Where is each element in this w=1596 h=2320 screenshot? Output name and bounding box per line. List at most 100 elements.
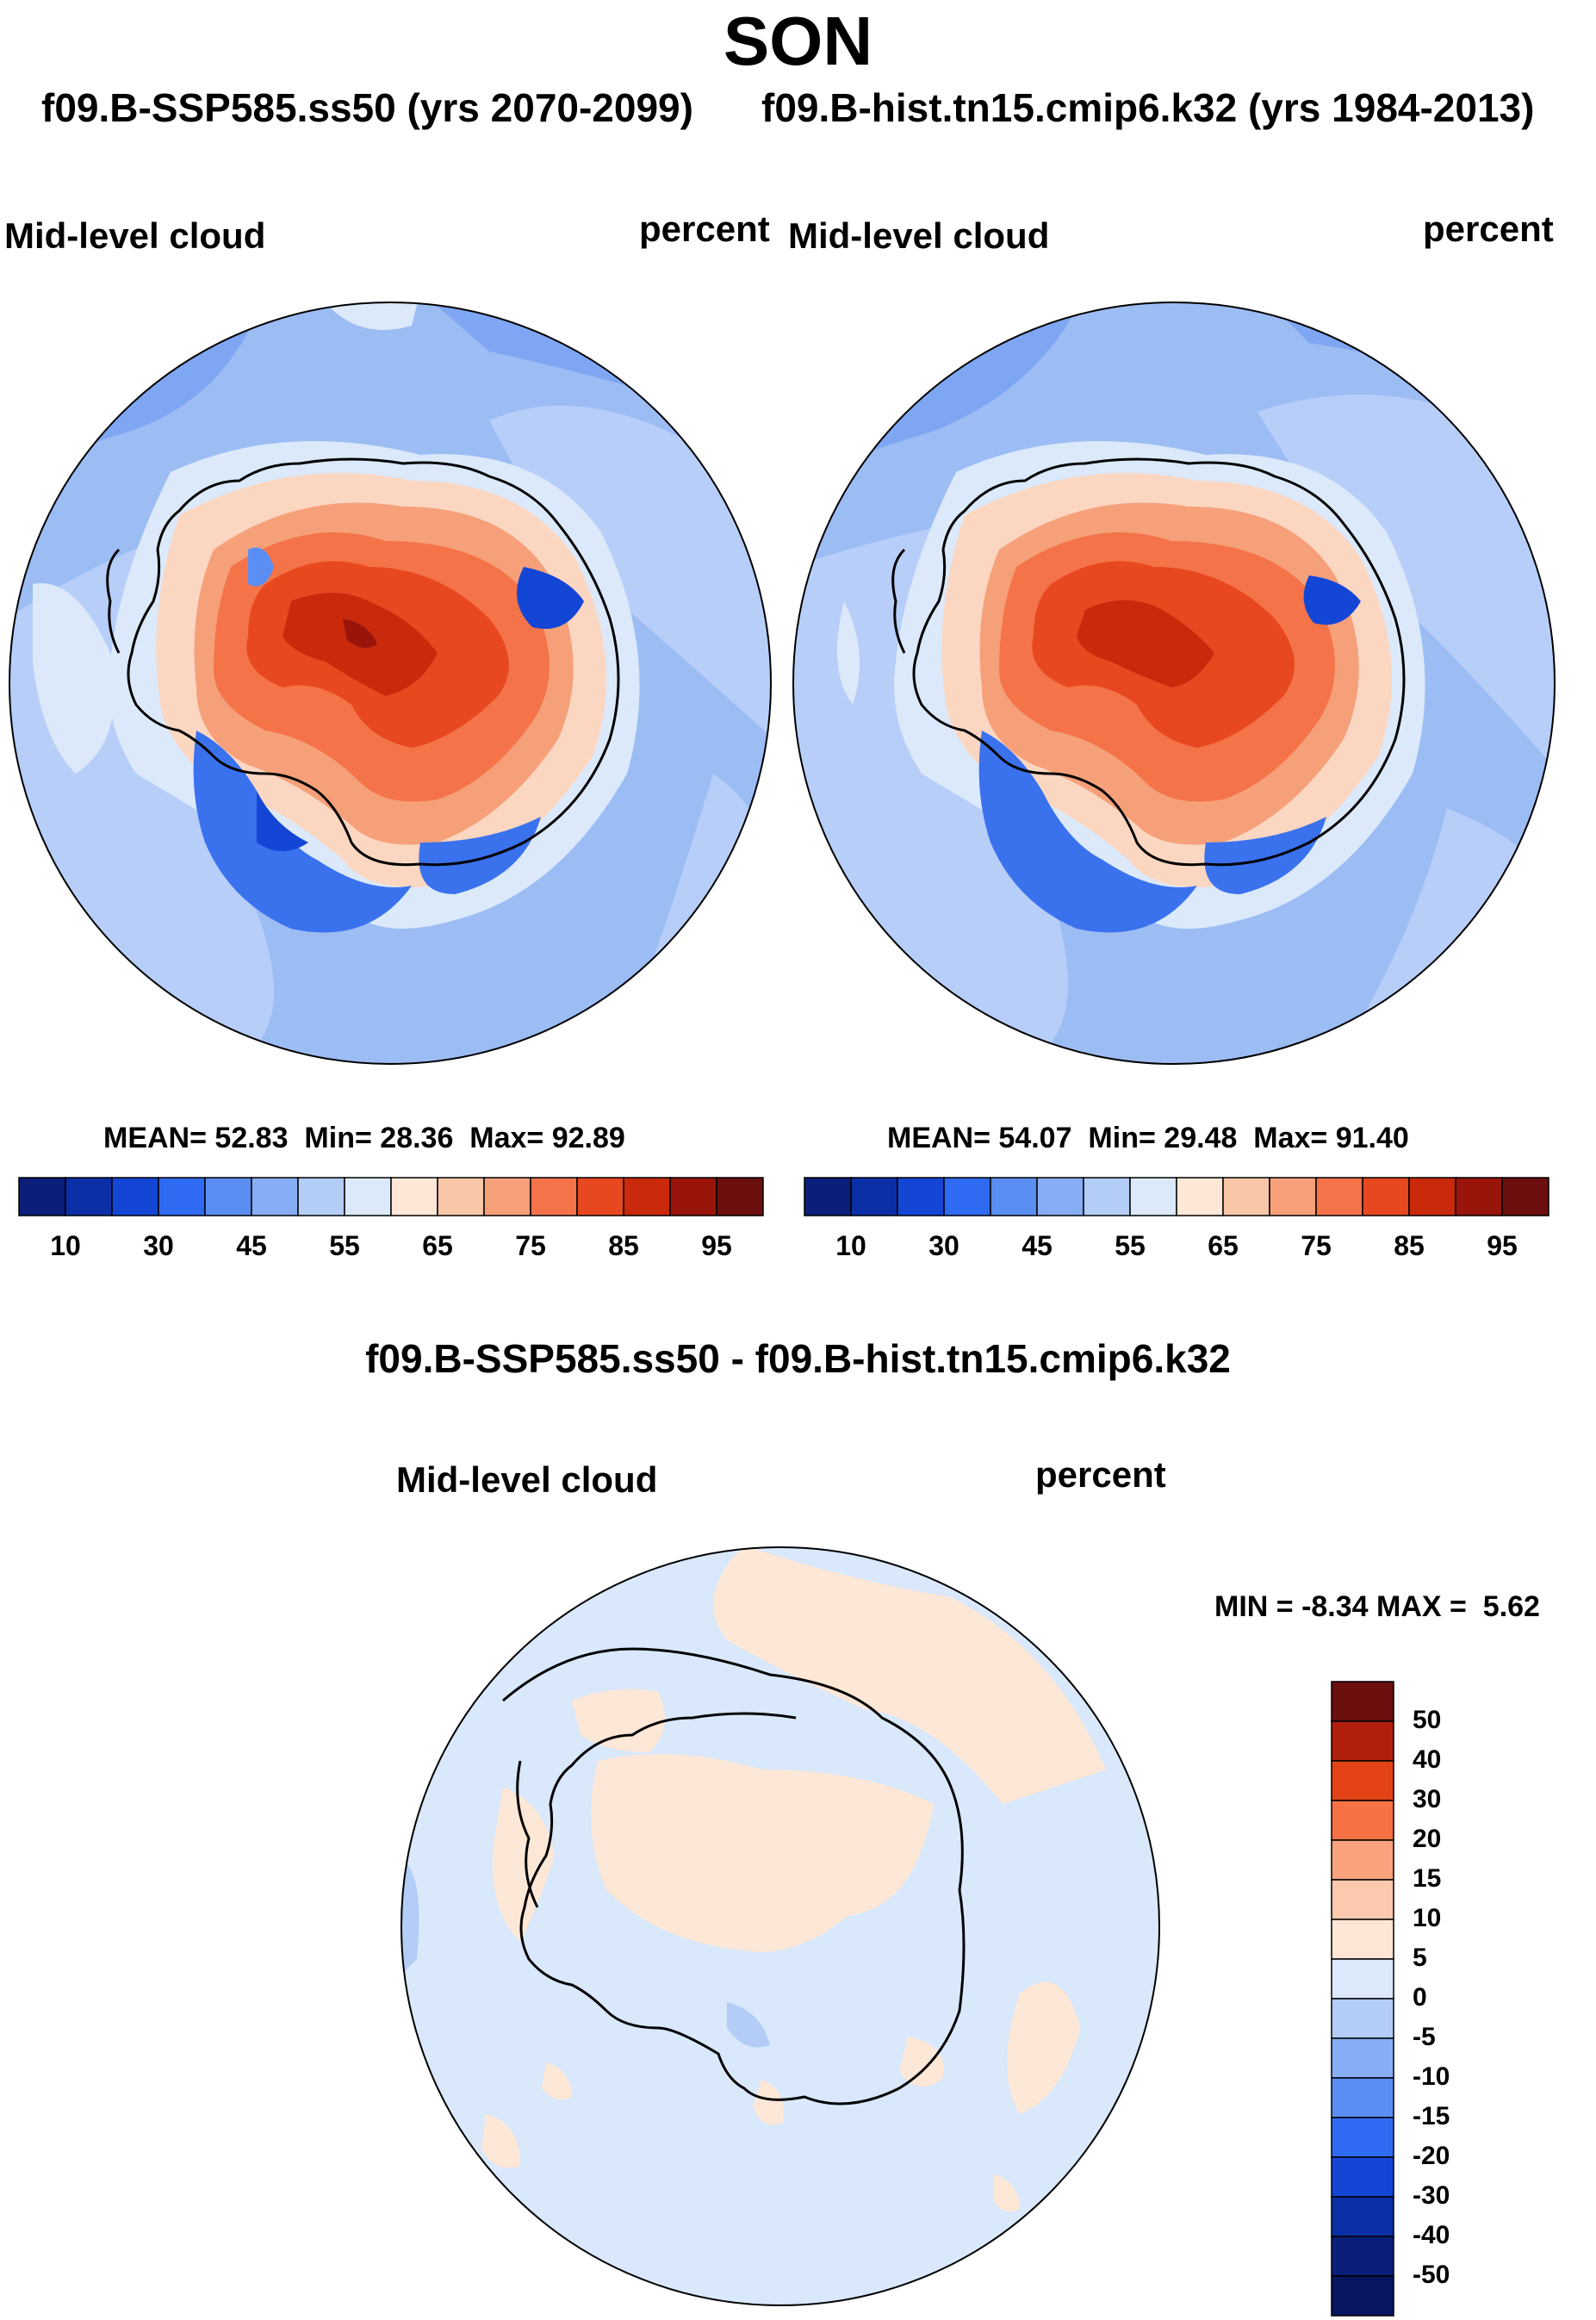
colorbar-left-swatch — [716, 1177, 764, 1216]
colorbar-diff-tick-label: 5 — [1413, 1944, 1427, 1972]
colorbar-left-swatch — [576, 1177, 624, 1216]
colorbar-right-swatch — [804, 1177, 852, 1216]
right-mean-label: MEAN= — [887, 1122, 991, 1154]
colorbar-right-swatch — [1083, 1177, 1131, 1216]
colorbar-right-tick-label: 10 — [835, 1230, 866, 1261]
colorbar-left-tick-label: 55 — [329, 1230, 360, 1261]
colorbar-left-tick-label: 95 — [701, 1230, 732, 1261]
left-min-label: Min= — [304, 1122, 372, 1154]
colorbar-diff-tick-label: 30 — [1413, 1785, 1442, 1813]
left-max-label: Max= — [469, 1122, 544, 1154]
colorbar-diff-tick-label: -50 — [1413, 2261, 1450, 2289]
colorbar-right-swatch — [1362, 1177, 1410, 1216]
colorbar-diff-swatch — [1331, 1879, 1394, 1920]
right-stats: MEAN= 54.07 Min= 29.48 Max= 91.40 — [887, 1122, 1409, 1155]
colorbar-right-swatch — [1036, 1177, 1084, 1216]
colorbar-right — [804, 1177, 1549, 1216]
colorbar-diff-swatch — [1331, 2077, 1394, 2118]
colorbar-diff-tick-label: 20 — [1413, 1825, 1442, 1853]
diff-variable-label: Mid-level cloud — [396, 1459, 658, 1500]
colorbar-diff-tick-label: -30 — [1413, 2181, 1450, 2210]
figure-title: SON — [723, 3, 873, 79]
colorbar-right-ticks: 10 30 45 55 65 75 85 95 — [803, 1230, 1552, 1265]
colorbar-diff-swatch — [1331, 2236, 1394, 2277]
colorbar-left-swatch — [158, 1177, 206, 1216]
diff-stats: MIN = -8.34 MAX = 5.62 — [1214, 1590, 1540, 1624]
colorbar-left-swatch — [437, 1177, 485, 1216]
colorbar-left-tick-label: 30 — [143, 1230, 174, 1261]
colorbar-right-tick-label: 85 — [1394, 1230, 1425, 1261]
colorbar-diff-swatch — [1331, 2156, 1394, 2198]
colorbar-left-swatch — [390, 1177, 438, 1216]
left-units-label: percent — [639, 208, 770, 249]
colorbar-left-swatch — [204, 1177, 252, 1216]
colorbar-right-tick-label: 55 — [1115, 1230, 1146, 1261]
colorbar-diff-tick-label: 50 — [1413, 1706, 1442, 1734]
colorbar-diff — [1331, 1681, 1394, 2317]
colorbar-right-swatch — [1129, 1177, 1177, 1216]
colorbar-left — [18, 1177, 764, 1216]
colorbar-diff-swatch — [1331, 1800, 1394, 1841]
colorbar-diff-swatch — [1331, 1720, 1394, 1762]
colorbar-right-swatch — [1408, 1177, 1456, 1216]
right-units-label: percent — [1423, 208, 1554, 249]
right-max-label: Max= — [1253, 1122, 1328, 1154]
colorbar-right-tick-label: 30 — [928, 1230, 959, 1261]
colorbar-right-swatch — [1501, 1177, 1549, 1216]
colorbar-diff-tick-label: -15 — [1413, 2102, 1450, 2130]
colorbar-right-swatch — [897, 1177, 945, 1216]
left-min-value: 28.36 — [380, 1122, 454, 1154]
left-mean-label: MEAN= — [103, 1122, 207, 1154]
map-left-coastline — [127, 457, 620, 867]
colorbar-diff-swatch — [1331, 1998, 1394, 2039]
colorbar-diff-tick-label: -5 — [1413, 2023, 1436, 2051]
colorbar-right-swatch — [850, 1177, 898, 1216]
colorbar-diff-tick-label: 0 — [1413, 1983, 1427, 2012]
colorbar-left-swatch — [344, 1177, 392, 1216]
colorbar-right-tick-label: 45 — [1022, 1230, 1053, 1261]
colorbar-diff-tick-label: -10 — [1413, 2062, 1450, 2091]
colorbar-right-swatch — [1455, 1177, 1503, 1216]
colorbar-right-tick-label: 65 — [1208, 1230, 1239, 1261]
colorbar-right-swatch — [1176, 1177, 1224, 1216]
colorbar-diff-swatch — [1331, 2117, 1394, 2158]
colorbar-diff-swatch — [1331, 1760, 1394, 1801]
colorbar-left-swatch — [297, 1177, 345, 1216]
colorbar-left-ticks: 10 30 45 55 65 75 85 95 — [17, 1230, 767, 1265]
map-left — [9, 302, 772, 1065]
colorbar-right-swatch — [1269, 1177, 1317, 1216]
colorbar-diff-tick-label: 15 — [1413, 1864, 1442, 1893]
colorbar-diff-tick-label: 10 — [1413, 1904, 1442, 1932]
colorbar-left-tick-label: 65 — [422, 1230, 453, 1261]
subtitle-left: f09.B-SSP585.ss50 (yrs 2070-2099) — [41, 85, 693, 130]
colorbar-left-swatch — [111, 1177, 159, 1216]
colorbar-right-swatch — [1222, 1177, 1270, 1216]
colorbar-right-tick-label: 95 — [1487, 1230, 1518, 1261]
map-diff-positive — [713, 1547, 1106, 1804]
colorbar-diff-swatch — [1331, 2037, 1394, 2079]
diff-units-label: percent — [1035, 1454, 1166, 1495]
colorbar-left-swatch — [483, 1177, 531, 1216]
colorbar-right-tick-label: 75 — [1301, 1230, 1332, 1261]
colorbar-diff-tick-label: -20 — [1413, 2142, 1450, 2170]
colorbar-right-swatch — [943, 1177, 991, 1216]
right-min-value: 29.48 — [1164, 1122, 1238, 1154]
colorbar-diff-tick-label: -40 — [1413, 2221, 1450, 2249]
colorbar-left-swatch — [669, 1177, 717, 1216]
diff-min-label: MIN = — [1214, 1590, 1294, 1623]
colorbar-left-swatch — [18, 1177, 66, 1216]
colorbar-left-tick-label: 45 — [236, 1230, 267, 1261]
map-right — [792, 302, 1556, 1065]
map-diff — [401, 1546, 1160, 2306]
right-variable-label: Mid-level cloud — [788, 215, 1050, 256]
right-mean-value: 54.07 — [998, 1122, 1072, 1154]
colorbar-left-tick-label: 10 — [50, 1230, 81, 1261]
diff-max-label: MAX = — [1376, 1590, 1467, 1623]
diff-max-value: 5.62 — [1482, 1590, 1540, 1623]
colorbar-right-swatch — [990, 1177, 1038, 1216]
colorbar-left-swatch — [530, 1177, 578, 1216]
colorbar-left-swatch — [251, 1177, 299, 1216]
left-variable-label: Mid-level cloud — [4, 215, 266, 256]
left-mean-value: 52.83 — [214, 1122, 289, 1154]
map-left-coastal-low — [193, 731, 412, 933]
